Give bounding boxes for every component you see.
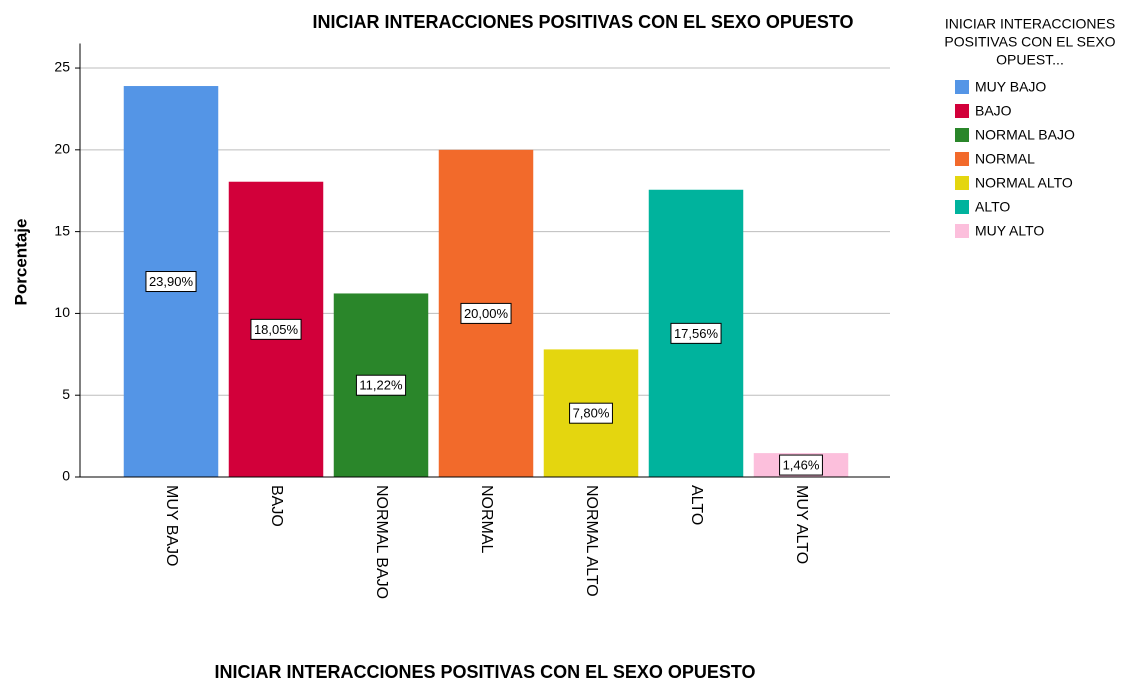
y-axis-title: Porcentaje (11, 219, 30, 306)
legend-swatch (955, 80, 969, 94)
y-tick-label: 5 (62, 386, 70, 402)
data-label: 20,00% (464, 306, 509, 321)
y-tick-label: 0 (62, 468, 70, 484)
legend-swatch (955, 224, 969, 238)
data-label-box (670, 322, 722, 344)
legend-swatch (955, 176, 969, 190)
y-tick-label: 10 (54, 304, 70, 320)
data-label: 17,56% (674, 326, 719, 341)
x-tick-label: ALTO (688, 485, 705, 525)
x-axis-title: INICIAR INTERACCIONES POSITIVAS CON EL S… (214, 662, 755, 682)
x-tick-label: NORMAL ALTO (583, 485, 600, 597)
legend-swatch (955, 104, 969, 118)
legend-label: NORMAL (975, 151, 1035, 167)
data-label-box (145, 271, 197, 293)
legend-swatch (955, 200, 969, 214)
legend-label: ALTO (975, 199, 1010, 215)
data-label-box (250, 318, 302, 340)
x-tick-label: NORMAL BAJO (373, 485, 390, 599)
legend-title: POSITIVAS CON EL SEXO (944, 34, 1115, 50)
legend-title: OPUEST... (996, 52, 1064, 68)
y-tick-label: 25 (54, 59, 70, 75)
x-tick-label: BAJO (268, 485, 285, 527)
legend-title: INICIAR INTERACCIONES (945, 16, 1115, 32)
legend-label: NORMAL ALTO (975, 175, 1073, 191)
x-tick-label: MUY BAJO (163, 485, 180, 567)
data-label: 23,90% (149, 274, 194, 289)
x-tick-label: MUY ALTO (793, 485, 810, 564)
chart-title: INICIAR INTERACCIONES POSITIVAS CON EL S… (312, 12, 853, 32)
data-label: 1,46% (783, 457, 820, 472)
legend-label: MUY ALTO (975, 223, 1044, 239)
y-tick-label: 20 (54, 141, 70, 157)
data-label: 18,05% (254, 322, 299, 337)
data-label-box (355, 374, 407, 396)
legend-label: MUY BAJO (975, 79, 1046, 95)
data-label: 11,22% (359, 378, 403, 393)
data-label-box (779, 454, 823, 476)
data-label-box (460, 302, 512, 324)
x-tick-label: NORMAL (478, 485, 495, 554)
legend-swatch (955, 152, 969, 166)
legend-label: BAJO (975, 103, 1012, 119)
legend-swatch (955, 128, 969, 142)
y-tick-label: 15 (54, 222, 70, 238)
data-label-box (569, 402, 613, 424)
data-label: 7,80% (573, 406, 610, 421)
legend-label: NORMAL BAJO (975, 127, 1075, 143)
